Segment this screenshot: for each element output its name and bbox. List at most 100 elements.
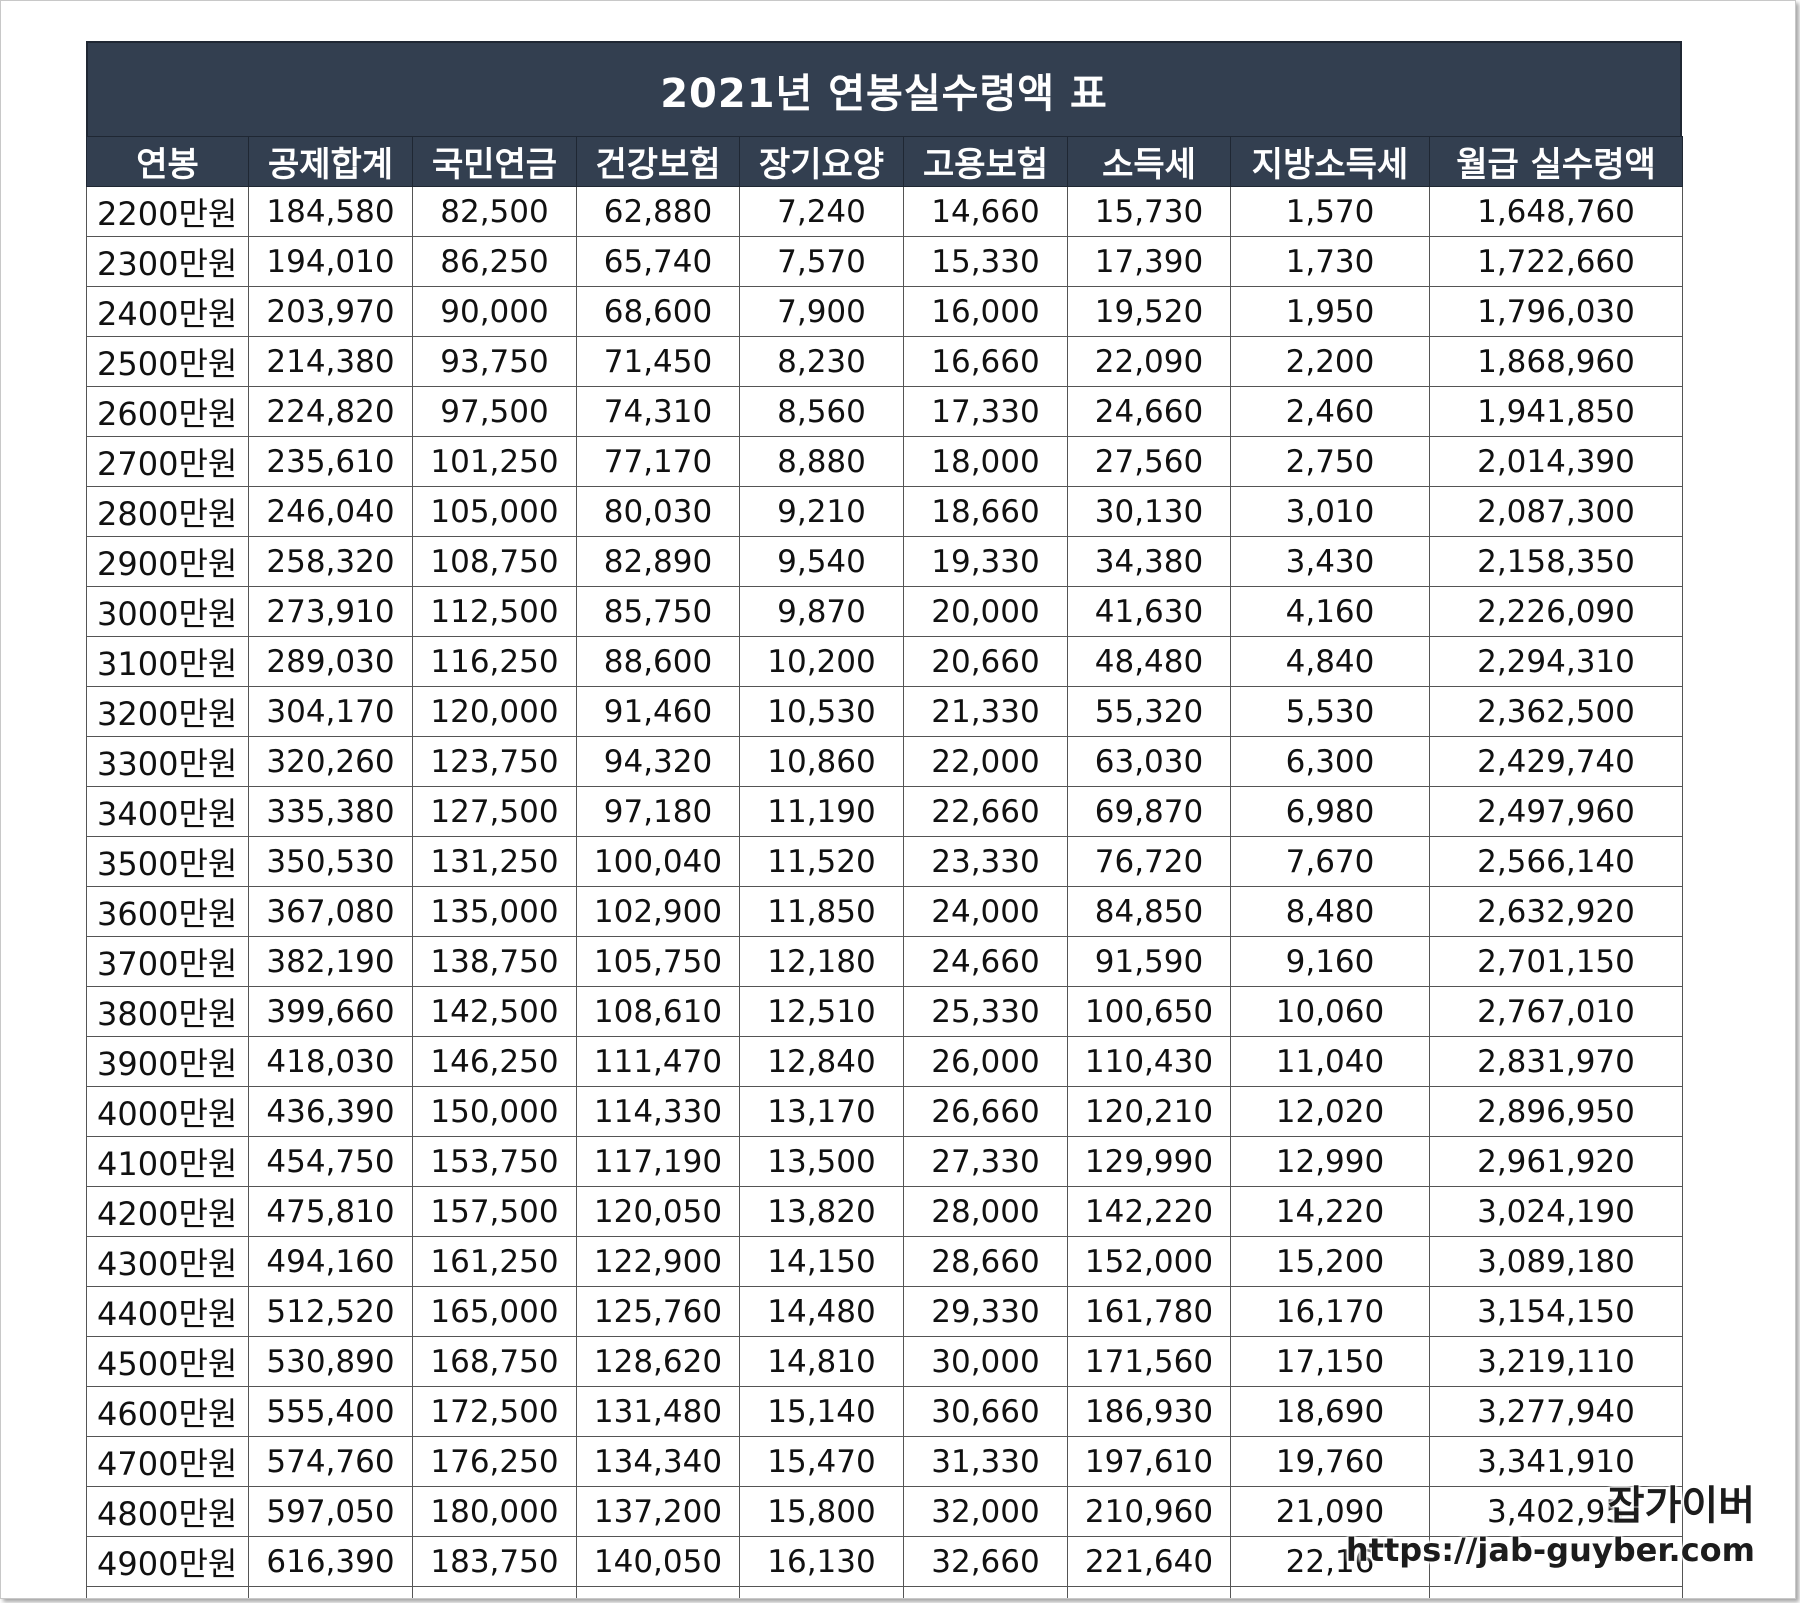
row-salary-label: 2500만원	[86, 336, 249, 387]
table-cell: 12,510	[739, 986, 904, 1037]
table-cell: 1,941,850	[1429, 386, 1683, 437]
table-cell: 146,250	[412, 1036, 577, 1087]
table-cell: 3,154,150	[1429, 1286, 1683, 1337]
table-cell: 8,230	[739, 336, 904, 387]
table-cell: 11,040	[1230, 1036, 1430, 1087]
row-salary-label: 2700만원	[86, 436, 249, 487]
table-cell: 9,540	[739, 536, 904, 587]
table-cell: 19,520	[1067, 286, 1231, 337]
table-cell: 597,050	[248, 1486, 413, 1537]
table-cell: 129,990	[1067, 1136, 1231, 1187]
table-cell: 176,250	[412, 1436, 577, 1487]
table-cell: 418,030	[248, 1036, 413, 1087]
table-cell: 2,226,090	[1429, 586, 1683, 637]
cutoff-cell	[1429, 1586, 1683, 1598]
table-cell: 183,750	[412, 1536, 577, 1587]
table-cell: 117,190	[576, 1136, 740, 1187]
table-cell: 85,750	[576, 586, 740, 637]
table-cell: 273,910	[248, 586, 413, 637]
table-cell: 30,660	[903, 1386, 1068, 1437]
table-cell: 2,460	[1230, 386, 1430, 437]
table-cell: 16,130	[739, 1536, 904, 1587]
table-cell: 28,660	[903, 1236, 1068, 1287]
table-row: 3900만원 418,030 146,250 111,470 12,840 26,000 1…	[86, 1036, 1683, 1087]
table-cell: 24,000	[903, 886, 1068, 937]
row-salary-label: 4700만원	[86, 1436, 249, 1487]
table-cell: 616,390	[248, 1536, 413, 1587]
row-salary-label: 2400만원	[86, 286, 249, 337]
table-cell: 197,610	[1067, 1436, 1231, 1487]
cutoff-cell	[1230, 1586, 1430, 1598]
table-cell: 13,820	[739, 1186, 904, 1237]
table-cell: 76,720	[1067, 836, 1231, 887]
header-monthly-net-pay: 월급 실수령액	[1429, 136, 1683, 187]
table-cell: 18,690	[1230, 1386, 1430, 1437]
header-local-income-tax: 지방소득세	[1230, 136, 1430, 187]
table-cell: 289,030	[248, 636, 413, 687]
table-cell: 2,961,920	[1429, 1136, 1683, 1187]
row-salary-label: 4500만원	[86, 1336, 249, 1387]
table-cell: 10,200	[739, 636, 904, 687]
table-row: 4100만원 454,750 153,750 117,190 13,500 27,330 1…	[86, 1136, 1683, 1187]
table-cell: 16,000	[903, 286, 1068, 337]
table-cell: 26,000	[903, 1036, 1068, 1087]
table-row: 3400만원 335,380 127,500 97,180 11,190 22,660 69…	[86, 786, 1683, 837]
table-cell: 258,320	[248, 536, 413, 587]
table-cell: 108,750	[412, 536, 577, 587]
table-cell: 134,340	[576, 1436, 740, 1487]
row-salary-label: 4800만원	[86, 1486, 249, 1537]
table-cell: 88,600	[576, 636, 740, 687]
table-cell: 9,870	[739, 586, 904, 637]
table-cell: 10,530	[739, 686, 904, 737]
table-cell: 18,000	[903, 436, 1068, 487]
table-cell: 68,600	[576, 286, 740, 337]
table-cell: 91,460	[576, 686, 740, 737]
table-cell: 2,158,350	[1429, 536, 1683, 587]
table-cell: 140,050	[576, 1536, 740, 1587]
table-cell: 97,180	[576, 786, 740, 837]
table-cell: 131,250	[412, 836, 577, 887]
table-cell: 7,900	[739, 286, 904, 337]
table-body: 2200만원 184,580 82,500 62,880 7,240 14,660 15,7…	[86, 186, 1683, 1598]
table-cell: 27,560	[1067, 436, 1231, 487]
table-cell: 30,000	[903, 1336, 1068, 1387]
table-cell: 12,180	[739, 936, 904, 987]
table-cell: 22,660	[903, 786, 1068, 837]
table-cell: 28,000	[903, 1186, 1068, 1237]
table-cell: 14,220	[1230, 1186, 1430, 1237]
cutoff-cell	[576, 1586, 740, 1598]
table-cell: 7,570	[739, 236, 904, 287]
table-cell: 203,970	[248, 286, 413, 337]
watermark-url: https://jab-guyber.com	[1345, 1531, 1755, 1569]
table-cell: 94,320	[576, 736, 740, 787]
table-cell: 22,090	[1067, 336, 1231, 387]
table-row: 4000만원 436,390 150,000 114,330 13,170 26,660 1…	[86, 1086, 1683, 1137]
table-cell: 15,470	[739, 1436, 904, 1487]
table-row: 3700만원 382,190 138,750 105,750 12,180 24,660 9…	[86, 936, 1683, 987]
table-row: 4300만원 494,160 161,250 122,900 14,150 28,660 1…	[86, 1236, 1683, 1287]
table-cell: 128,620	[576, 1336, 740, 1387]
row-salary-label: 2800만원	[86, 486, 249, 537]
cutoff-cell	[1067, 1586, 1231, 1598]
table-cell: 1,868,960	[1429, 336, 1683, 387]
table-cell: 21,090	[1230, 1486, 1430, 1537]
table-cell: 20,660	[903, 636, 1068, 687]
table-cell: 335,380	[248, 786, 413, 837]
table-row: 4500만원 530,890 168,750 128,620 14,810 30,000 1…	[86, 1336, 1683, 1387]
row-salary-label: 4200만원	[86, 1186, 249, 1237]
table-cell: 91,590	[1067, 936, 1231, 987]
table-cell: 1,648,760	[1429, 186, 1683, 237]
table-cell: 2,362,500	[1429, 686, 1683, 737]
table-cell: 1,722,660	[1429, 236, 1683, 287]
table-cell: 25,330	[903, 986, 1068, 1037]
header-long-term-care: 장기요양	[739, 136, 904, 187]
table-cell: 17,330	[903, 386, 1068, 437]
table-row: 3300만원 320,260 123,750 94,320 10,860 22,000 63…	[86, 736, 1683, 787]
row-salary-label: 3800만원	[86, 986, 249, 1037]
table-cell: 13,500	[739, 1136, 904, 1187]
table-cell: 224,820	[248, 386, 413, 437]
table-cell	[1429, 1536, 1683, 1587]
table-cell: 111,470	[576, 1036, 740, 1087]
table-cell: 11,190	[739, 786, 904, 837]
table-cell: 1,730	[1230, 236, 1430, 287]
